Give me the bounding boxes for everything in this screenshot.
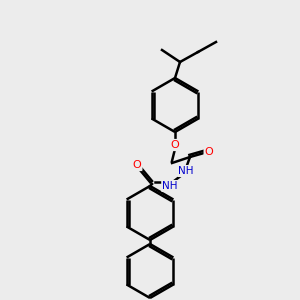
Text: NH: NH [162,181,178,191]
Text: O: O [171,140,179,150]
Text: NH: NH [178,166,194,176]
Text: O: O [133,160,141,170]
Text: O: O [205,147,213,157]
